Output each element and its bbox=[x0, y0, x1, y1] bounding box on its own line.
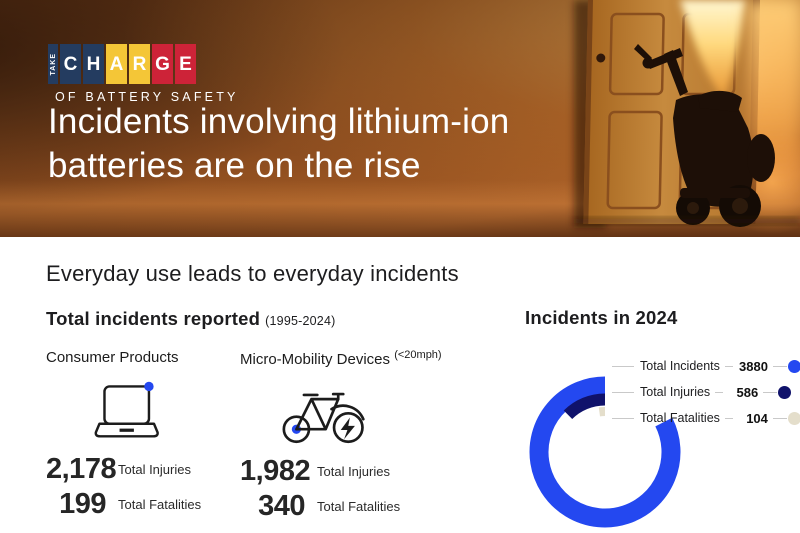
totals-title: Total incidents reported (1995-2024) bbox=[46, 308, 335, 330]
legend-value: 586 bbox=[736, 384, 759, 400]
door-knob bbox=[596, 53, 606, 63]
micro-fatalities-value: 340 bbox=[258, 489, 305, 522]
consumer-injuries-value: 2,178 bbox=[46, 452, 117, 485]
micro-mobility-speed-note: (<20mph) bbox=[394, 349, 442, 361]
take-charge-logo: TAKE C H A R G E OF BATTERY SAFETY bbox=[48, 44, 239, 104]
totals-period: (1995-2024) bbox=[265, 314, 336, 328]
ebike-icon bbox=[282, 392, 365, 444]
chart-legend: Total Incidents 3880 Total Injuries 586 bbox=[612, 359, 800, 426]
logo-tile-g: G bbox=[152, 44, 173, 84]
logo-take-text: TAKE bbox=[49, 52, 57, 76]
logo-tile-r: R bbox=[129, 44, 150, 84]
consumer-fatalities-row: 199 Total Fatalities bbox=[46, 488, 240, 520]
leader-line bbox=[612, 417, 634, 419]
totals-section: Total incidents reported (1995-2024) Cons… bbox=[46, 237, 516, 533]
logo-tile-h: H bbox=[83, 44, 104, 84]
legend-row-total-incidents: Total Incidents 3880 bbox=[612, 359, 800, 374]
flame-right bbox=[746, 0, 800, 215]
logo-tile-c: C bbox=[60, 44, 81, 84]
burning-scooter-photo bbox=[574, 0, 800, 234]
legend-row-total-fatalities: Total Fatalities 104 bbox=[612, 411, 800, 426]
consumer-injuries-label: Total Injuries bbox=[118, 461, 191, 477]
totals-columns: Consumer Products 2,178 Total Injuries bbox=[46, 349, 500, 522]
logo-tile-e: E bbox=[175, 44, 196, 84]
stats-content: Everyday use leads to everyday incidents… bbox=[0, 237, 800, 533]
leader-line bbox=[772, 417, 787, 419]
micro-injuries-value: 1,982 bbox=[240, 454, 311, 487]
blue-dot bbox=[144, 381, 154, 392]
micro-fatalities-label: Total Fatalities bbox=[317, 498, 401, 514]
headline-line-1: Incidents involving lithium-ion bbox=[48, 102, 510, 141]
consumer-products-column: Consumer Products 2,178 Total Injuries bbox=[46, 349, 240, 522]
baseboard-shadow bbox=[576, 218, 800, 224]
section-title: Everyday use leads to everyday incidents bbox=[46, 261, 459, 286]
leader-line bbox=[724, 417, 733, 419]
micro-fatalities-row: 340 Total Fatalities bbox=[240, 490, 500, 522]
legend-label: Total Injuries bbox=[640, 385, 711, 399]
chart-title: Incidents in 2024 bbox=[525, 307, 678, 328]
headline: Incidents involving lithium-ion batterie… bbox=[48, 100, 509, 188]
legend-label: Total Incidents bbox=[640, 359, 720, 373]
consumer-products-label: Consumer Products bbox=[46, 349, 179, 366]
donut-chart bbox=[529, 376, 681, 528]
flame-column bbox=[680, 0, 746, 98]
leader-line bbox=[772, 365, 787, 367]
ebike-icon-box bbox=[240, 378, 500, 452]
micro-injuries-row: 1,982 Total Injuries bbox=[240, 455, 500, 487]
leader-line bbox=[724, 365, 733, 367]
incidents-2024-section: Incidents in 2024 Total Incidents 3880 T bbox=[515, 307, 800, 533]
hero-banner: TAKE C H A R G E OF BATTERY SAFETY Incid… bbox=[0, 0, 800, 237]
headline-line-2: batteries are on the rise bbox=[48, 146, 421, 185]
micro-mobility-label-text: Micro-Mobility Devices bbox=[240, 351, 391, 368]
totals-title-text: Total incidents reported bbox=[46, 308, 261, 329]
legend-value: 3880 bbox=[739, 358, 768, 374]
laptop-icon bbox=[94, 381, 159, 438]
leader-line bbox=[715, 391, 724, 393]
micro-injuries-label: Total Injuries bbox=[317, 463, 390, 479]
legend-value: 104 bbox=[746, 410, 768, 426]
consumer-injuries-row: 2,178 Total Injuries bbox=[46, 453, 240, 485]
micro-mobility-label: Micro-Mobility Devices (<20mph) bbox=[240, 349, 500, 368]
consumer-fatalities-label: Total Fatalities bbox=[118, 496, 202, 512]
scooter-silhouette bbox=[634, 44, 775, 227]
legend-label: Total Fatalities bbox=[640, 411, 720, 425]
legend-row-total-injuries: Total Injuries 586 bbox=[612, 384, 792, 400]
laptop-icon-box bbox=[46, 376, 240, 450]
consumer-fatalities-value: 199 bbox=[59, 487, 106, 520]
leader-line bbox=[612, 365, 634, 367]
logo-tile-a: A bbox=[106, 44, 127, 84]
donut-arc-total-injuries bbox=[563, 393, 606, 420]
legend-dot-cream bbox=[787, 411, 800, 425]
leader-line bbox=[763, 391, 778, 393]
logo-take-tile: TAKE bbox=[48, 44, 58, 84]
micro-mobility-column: Micro-Mobility Devices (<20mph) bbox=[240, 349, 500, 522]
legend-dot-blue bbox=[787, 359, 800, 373]
logo-tagline: OF BATTERY SAFETY bbox=[55, 90, 239, 104]
legend-dot-navy bbox=[778, 385, 792, 399]
logo-tiles: TAKE C H A R G E bbox=[48, 44, 239, 84]
lightning-bolt bbox=[340, 417, 355, 440]
leader-line bbox=[612, 391, 634, 393]
donut-arc-total-incidents bbox=[529, 376, 681, 528]
